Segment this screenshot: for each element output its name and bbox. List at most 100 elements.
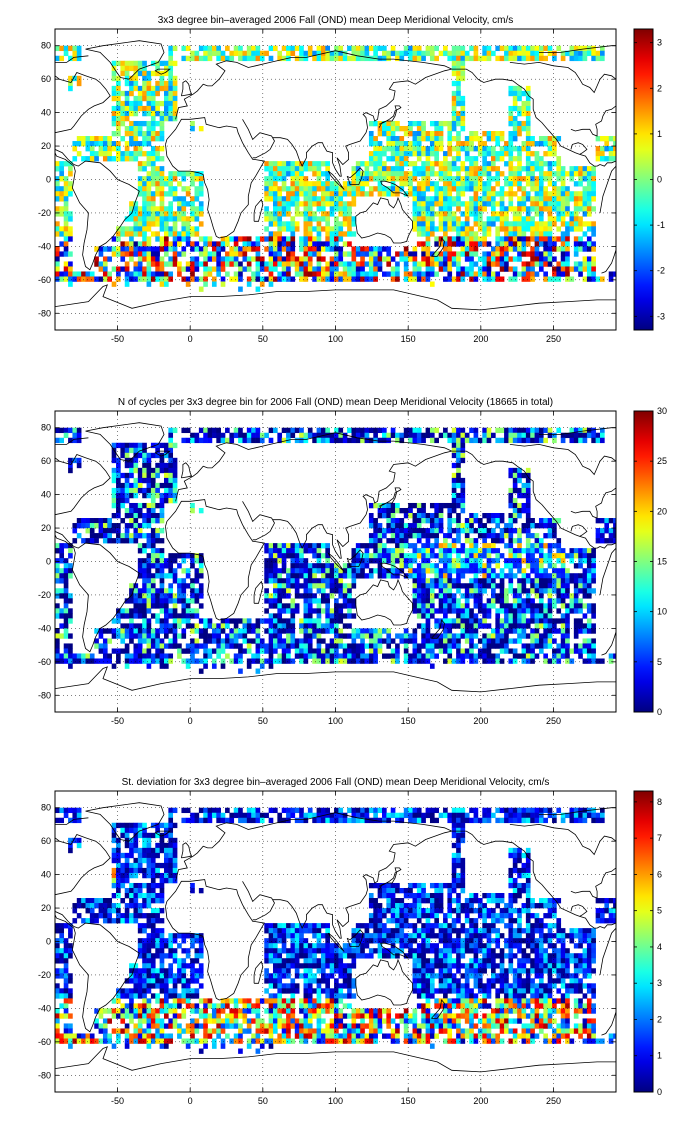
bin-cell: [273, 241, 278, 247]
bin-cell: [482, 573, 487, 579]
bin-cell: [76, 50, 82, 57]
bin-cell: [116, 251, 121, 257]
bin-cell: [325, 543, 330, 549]
bin-cell: [107, 518, 112, 524]
bin-cell: [482, 131, 487, 137]
bin-cell: [434, 513, 439, 519]
bin-cell: [377, 538, 383, 544]
bin-cell: [456, 85, 461, 92]
bin-cell: [229, 261, 235, 267]
bin-cell: [451, 528, 457, 534]
bin-cell: [142, 110, 147, 117]
bin-cell: [150, 151, 156, 157]
bin-cell: [556, 45, 562, 52]
bin-cell: [63, 618, 69, 624]
bin-cell: [120, 533, 126, 539]
coastline: [175, 50, 452, 120]
bin-cell: [146, 618, 152, 624]
bin-cell: [320, 593, 326, 599]
bin-cell: [124, 151, 130, 157]
bin-cell: [68, 276, 73, 282]
bin-cell: [368, 543, 374, 549]
bin-cell: [486, 603, 492, 609]
bin-cell: [142, 533, 147, 539]
bin-cell: [530, 141, 535, 147]
bin-cell: [342, 603, 348, 609]
bin-cell: [155, 568, 160, 574]
bin-cell: [382, 573, 387, 579]
bin-cell: [421, 593, 426, 599]
bin-cell: [286, 261, 291, 267]
bin-cell: [460, 266, 466, 272]
bin-cell: [155, 80, 160, 87]
bin-cell: [137, 246, 143, 252]
bin-cell: [102, 136, 108, 142]
bin-cell: [111, 266, 117, 272]
bin-cell: [552, 151, 557, 157]
bin-cell: [456, 251, 461, 257]
bin-cell: [517, 256, 522, 262]
bin-cell: [368, 523, 374, 529]
bin-cell: [543, 271, 548, 277]
bin-cell: [63, 271, 69, 277]
bin-cell: [273, 588, 278, 594]
bin-cell: [142, 201, 147, 207]
bin-cell: [281, 181, 287, 187]
bin-cell: [364, 548, 370, 554]
bin-cell: [460, 477, 466, 484]
bin-cell: [277, 598, 283, 604]
bin-cell: [142, 236, 147, 242]
bin-cell: [190, 261, 195, 267]
bin-cell: [547, 181, 553, 187]
bin-cell: [495, 613, 501, 619]
bin-cell: [320, 543, 326, 549]
bin-cell: [259, 663, 265, 669]
bin-cell: [185, 231, 191, 237]
bin-cell: [72, 50, 78, 57]
bin-cell: [451, 216, 457, 222]
bin-cell: [120, 538, 126, 544]
bin-cell: [443, 583, 448, 589]
bin-cell: [268, 176, 274, 182]
bin-cell: [194, 261, 200, 267]
bin-cell: [504, 261, 509, 267]
bin-cell: [264, 236, 269, 242]
bin-cell: [477, 166, 483, 172]
bin-cell: [137, 648, 143, 654]
bin-cell: [429, 432, 435, 439]
bin-cell: [377, 523, 383, 529]
bin-cell: [477, 216, 483, 222]
bin-cell: [456, 115, 461, 122]
bin-cell: [412, 251, 418, 257]
bin-cell: [499, 593, 505, 599]
bin-cell: [107, 156, 112, 162]
bin-cell: [556, 261, 562, 267]
bin-cell: [281, 266, 287, 272]
bin-cell: [277, 633, 283, 639]
bin-cell: [98, 266, 104, 272]
bin-cell: [116, 462, 121, 469]
bin-cell: [281, 578, 287, 584]
bin-cell: [307, 543, 313, 549]
bin-cell: [403, 533, 409, 539]
bin-cell: [133, 502, 139, 509]
bin-cell: [133, 80, 139, 87]
bin-cell: [102, 643, 108, 649]
bin-cell: [238, 668, 243, 674]
bin-cell: [456, 95, 461, 102]
bin-cell: [373, 653, 378, 659]
bin-cell: [111, 120, 117, 127]
bin-cell: [76, 45, 82, 52]
bin-cell: [386, 171, 392, 177]
bin-cell: [216, 432, 221, 439]
bin-cell: [68, 75, 73, 82]
bin-cell: [264, 573, 269, 579]
bin-cell: [486, 427, 492, 434]
bin-cell: [477, 271, 483, 277]
bin-cell: [412, 55, 418, 62]
bin-cell: [408, 50, 413, 57]
bin-cell: [268, 643, 274, 649]
bin-cell: [142, 563, 147, 569]
bin-cell: [464, 432, 470, 439]
bin-cell: [386, 166, 392, 172]
